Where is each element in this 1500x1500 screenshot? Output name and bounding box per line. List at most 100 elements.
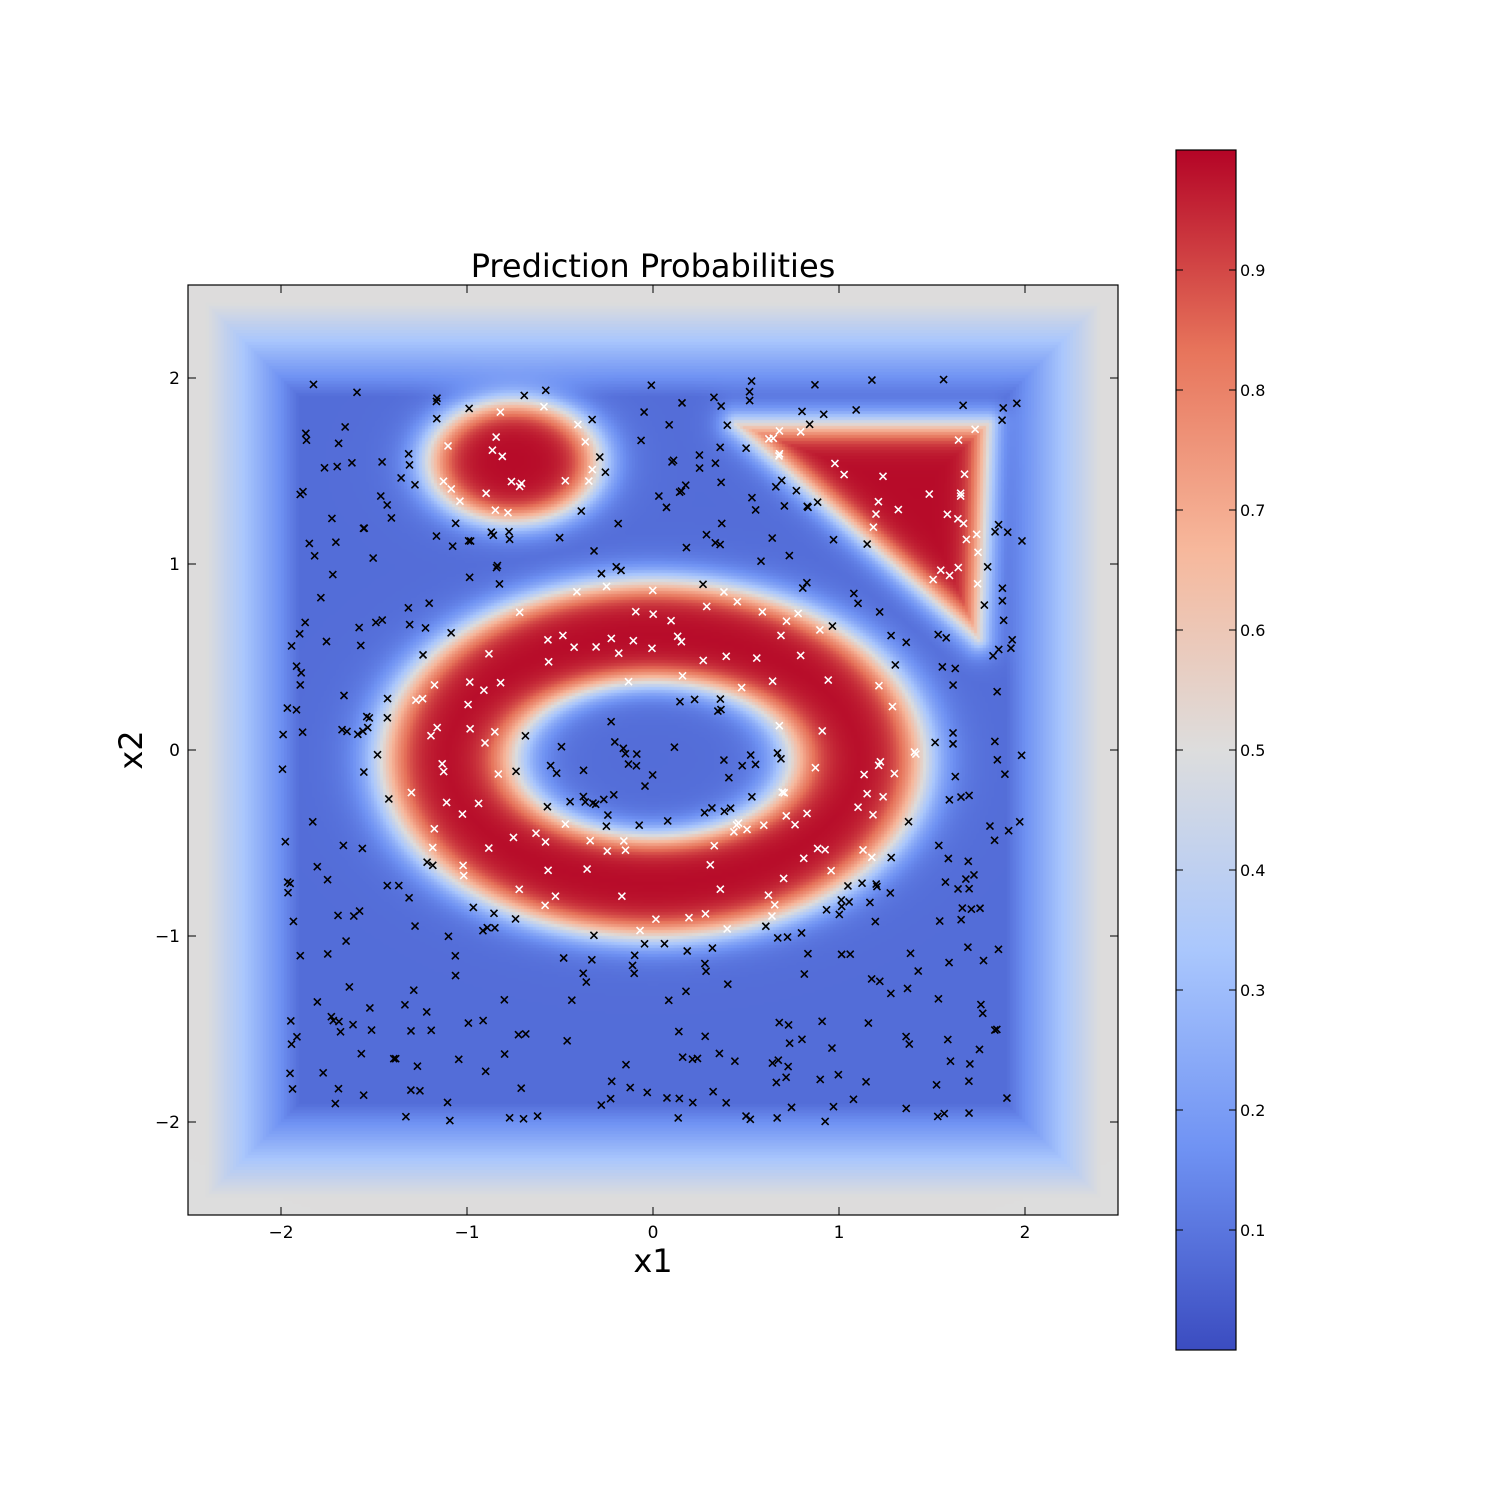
- negative-point: [292, 1032, 302, 1041]
- probability-heatmap: [188, 285, 1118, 1215]
- positive-point: [544, 866, 553, 875]
- negative-point: [951, 664, 960, 673]
- negative-point: [423, 858, 432, 867]
- negative-point: [587, 955, 596, 964]
- negative-point: [454, 1055, 463, 1064]
- colorbar-tick-label: 0.8: [1240, 381, 1265, 400]
- negative-point: [606, 1094, 615, 1103]
- positive-point: [573, 420, 582, 429]
- y-axis-ticks: −2 −1 0 1 2: [155, 369, 1118, 1133]
- negative-point: [589, 546, 599, 555]
- positive-point: [879, 792, 888, 801]
- negative-point: [998, 416, 1007, 425]
- negative-point: [861, 1077, 871, 1086]
- negative-point: [990, 737, 999, 746]
- negative-point: [500, 995, 509, 1004]
- y-tick-label: −2: [155, 1113, 180, 1133]
- negative-point: [846, 950, 855, 959]
- negative-point: [334, 1084, 343, 1093]
- negative-point: [720, 807, 729, 816]
- negative-point: [394, 881, 403, 890]
- negative-point: [702, 530, 711, 539]
- negative-point: [798, 584, 807, 593]
- colorbar-tick-label: 0.6: [1240, 621, 1265, 640]
- colorbar-ticks: 0.1 0.2 0.3 0.4 0.5 0.6 0.7 0.8 0.9: [1176, 261, 1265, 1240]
- negative-point: [999, 616, 1008, 625]
- positive-point: [752, 654, 761, 663]
- positive-point: [677, 637, 686, 646]
- negative-point: [369, 553, 378, 563]
- negative-point: [469, 903, 478, 912]
- negative-point: [406, 1086, 415, 1095]
- negative-point: [708, 944, 717, 953]
- positive-point: [894, 505, 903, 514]
- positive-point: [494, 769, 503, 779]
- negative-point: [353, 730, 362, 739]
- positive-point: [614, 649, 623, 658]
- negative-point: [371, 618, 380, 627]
- negative-point: [867, 974, 876, 984]
- negative-point: [784, 1062, 793, 1071]
- negative-point: [724, 773, 733, 782]
- negative-point: [967, 905, 976, 914]
- negative-point: [348, 1020, 358, 1029]
- positive-point: [954, 563, 963, 572]
- positive-point: [776, 631, 786, 640]
- negative-point: [784, 1020, 793, 1030]
- negative-point: [336, 1027, 345, 1036]
- x-axis-label: x1: [633, 1242, 672, 1280]
- negative-point: [619, 744, 628, 753]
- positive-point: [635, 926, 645, 935]
- positive-point: [742, 825, 752, 834]
- negative-point: [626, 1083, 635, 1092]
- negative-point: [347, 458, 356, 467]
- negative-point: [716, 694, 725, 704]
- negative-point: [746, 1115, 755, 1124]
- positive-point: [888, 702, 897, 711]
- negative-point: [695, 451, 704, 460]
- negative-point: [1015, 817, 1024, 826]
- negative-point: [964, 1077, 973, 1086]
- negative-point: [298, 728, 307, 737]
- positive-point: [710, 841, 719, 850]
- negative-point: [589, 931, 598, 940]
- negative-point: [819, 410, 828, 419]
- negative-point: [669, 456, 678, 465]
- positive-point: [496, 678, 505, 687]
- negative-point: [466, 537, 475, 546]
- negative-point: [965, 791, 974, 800]
- negative-point: [405, 620, 414, 629]
- negative-point: [944, 958, 954, 967]
- negative-point: [579, 792, 588, 801]
- positive-point: [874, 497, 883, 506]
- negative-point: [865, 898, 874, 907]
- positive-point: [407, 788, 416, 797]
- positive-point: [458, 809, 467, 819]
- negative-point: [813, 498, 822, 507]
- negative-point: [969, 870, 979, 879]
- negative-point: [797, 1035, 807, 1044]
- negative-point: [663, 816, 672, 825]
- negative-point: [998, 584, 1007, 593]
- positive-point: [426, 731, 436, 740]
- negative-point: [998, 596, 1007, 605]
- negative-point: [902, 1032, 911, 1041]
- negative-point: [296, 951, 305, 960]
- negative-point: [1004, 826, 1013, 835]
- negative-point: [287, 1040, 296, 1049]
- positive-point: [973, 548, 983, 557]
- positive-point: [498, 452, 507, 461]
- negative-point: [559, 953, 568, 963]
- negative-point: [948, 739, 958, 748]
- positive-point: [588, 465, 597, 474]
- negative-point: [489, 531, 498, 540]
- negative-point: [581, 797, 590, 806]
- negative-point: [373, 750, 382, 759]
- negative-point: [797, 407, 807, 416]
- negative-point: [980, 601, 989, 610]
- positive-point: [699, 656, 708, 665]
- negative-point: [415, 1086, 424, 1095]
- negative-point: [309, 380, 318, 389]
- negative-point: [278, 765, 287, 774]
- positive-point: [802, 809, 812, 818]
